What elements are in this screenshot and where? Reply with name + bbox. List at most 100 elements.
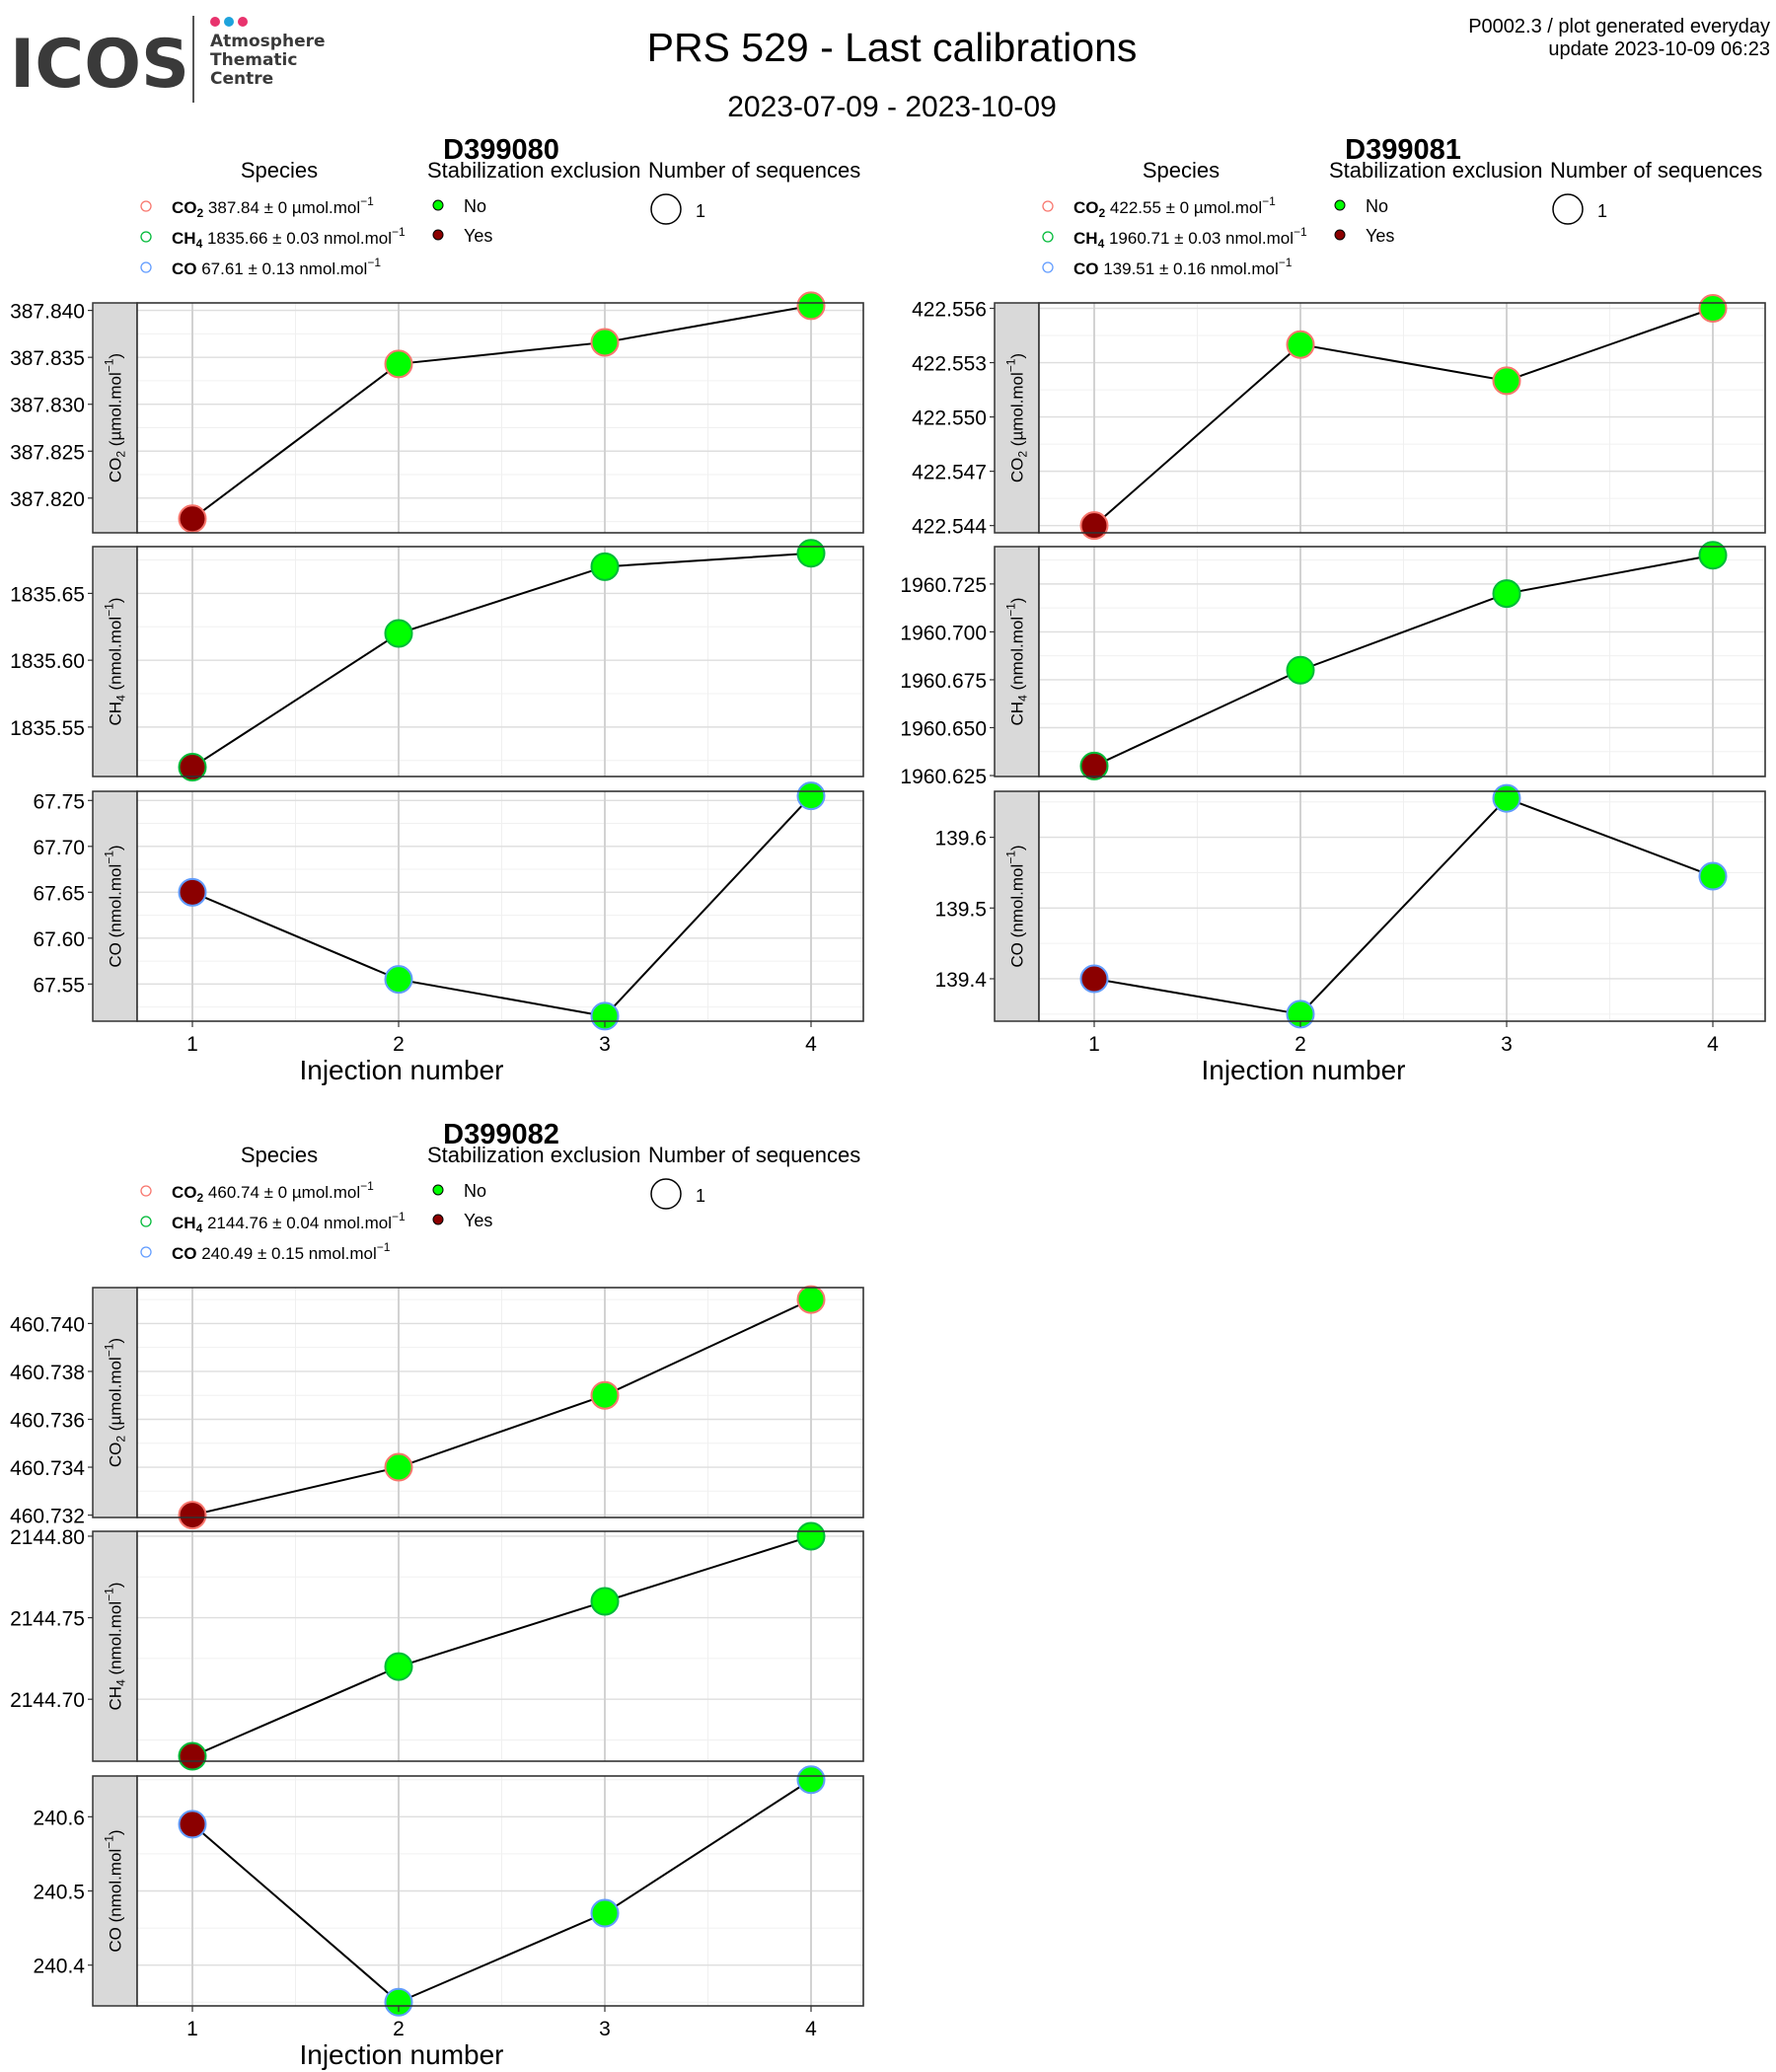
tank-title: D399080 [443, 134, 559, 166]
strip-subscript: 4 [114, 695, 128, 702]
legend-key-no [1334, 199, 1346, 211]
strip-subscript: 2 [114, 1436, 128, 1443]
strip-close: ) [1008, 353, 1027, 359]
species-summary: 387.84 ± 0 µmol.mol [203, 198, 360, 217]
y-tick-label: 460.738 [10, 1362, 85, 1384]
legend-stabilization-title: Stabilization exclusion [427, 1143, 640, 1167]
legend-label-co2: CO2 422.55 ± 0 µmol.mol−1 [1073, 194, 1276, 220]
species-name: CO [1073, 198, 1099, 217]
facet-ch4: CH4 (nmol.mol−1) 1960.625 1960.650 1960.675… [900, 541, 1766, 788]
logo-dot-3 [238, 17, 248, 27]
x-tick-label: 4 [805, 2018, 817, 2040]
logo-wordmark: ICOS [10, 26, 189, 104]
species-name: CO [172, 1244, 197, 1263]
strip-species: CO [107, 458, 125, 483]
species-summary: 2144.76 ± 0.04 nmol.mol [202, 1214, 392, 1232]
strip-unit: (nmol.mol [1008, 617, 1027, 695]
data-point [178, 1810, 207, 1839]
data-point [796, 539, 826, 568]
data-point [178, 504, 207, 534]
species-name: CH [172, 229, 196, 248]
legend-key-yes [432, 1214, 444, 1225]
legend-key-co [140, 261, 152, 273]
x-tick-label: 1 [1088, 1033, 1100, 1056]
species-subscript: 2 [197, 1191, 204, 1205]
species-subscript: 4 [1098, 237, 1105, 251]
x-tick-label: 3 [599, 2018, 611, 2040]
series-line [1093, 554, 1714, 768]
legend-key-co2 [1042, 200, 1054, 212]
strip-close: ) [107, 353, 125, 359]
tank-panel-D399082: D399082 Species Stabilization exclusion Num… [10, 1119, 864, 2070]
legend-species-title: Species [241, 158, 318, 183]
facet-strip-label: CO2 (µmol.mol−1) [1004, 353, 1030, 482]
x-tick-label: 4 [805, 1033, 817, 1056]
y-tick-label: 67.70 [33, 837, 85, 859]
x-tick-label: 1 [186, 1033, 198, 1056]
data-point [178, 753, 207, 782]
legend-label-no: No [464, 1181, 486, 1201]
facet-strip-label: CO (nmol.mol−1) [1004, 845, 1027, 967]
series-line [1093, 797, 1714, 1015]
strip-exponent: −1 [103, 1835, 116, 1849]
y-tick-label: 387.830 [10, 395, 85, 417]
species-summary: 422.55 ± 0 µmol.mol [1105, 198, 1262, 217]
x-tick-label: 3 [599, 1033, 611, 1056]
data-point [384, 619, 413, 648]
series-line [191, 1778, 812, 2004]
y-tick-label: 67.55 [33, 974, 85, 997]
legend-label-yes: Yes [464, 1211, 492, 1230]
unit-exponent: −1 [367, 256, 381, 269]
strip-species: CO [1008, 458, 1027, 483]
data-point [1698, 861, 1728, 891]
strip-species: CH [1008, 702, 1027, 726]
series-line [191, 794, 812, 1017]
strip-close: ) [107, 1829, 125, 1835]
species-subscript: 2 [197, 206, 204, 220]
legend-species-title: Species [1143, 158, 1220, 183]
legend-label-sequences: 1 [696, 201, 705, 221]
y-tick-label: 67.60 [33, 928, 85, 951]
facet-co2: CO2 (µmol.mol−1) 387.820 387.825 387.830 387… [10, 291, 864, 534]
facet-panel [137, 791, 863, 1021]
strip-unit: (µmol.mol [107, 372, 125, 451]
legend-key-sequences [1552, 193, 1584, 225]
date-range: 2023-07-09 - 2023-10-09 [727, 91, 1057, 123]
strip-unit: (nmol.mol [107, 864, 125, 942]
unit-exponent: −1 [1279, 256, 1293, 269]
facet-co: CO (nmol.mol−1) 240.4 240.5 240.6 [33, 1765, 864, 2017]
y-tick-label: 139.4 [934, 969, 987, 992]
legend-label-no: No [1366, 196, 1388, 216]
legend-key-no [432, 199, 444, 211]
legend-label-yes: Yes [464, 226, 492, 246]
facet-strip [994, 546, 1040, 777]
y-tick-label: 460.740 [10, 1313, 85, 1336]
y-tick-label: 1960.625 [900, 766, 987, 788]
strip-close: ) [107, 1338, 125, 1344]
y-tick-label: 387.825 [10, 441, 85, 464]
x-axis-label: Injection number [299, 1055, 503, 1085]
strip-unit: (nmol.mol [1008, 864, 1027, 942]
facet-border [136, 790, 864, 1022]
legend-label-sequences: 1 [696, 1186, 705, 1206]
logo-subtitle-line-3: Centre [210, 69, 273, 89]
x-tick-label: 2 [1295, 1033, 1306, 1056]
y-tick-label: 2144.70 [10, 1689, 85, 1712]
facet-strip-label: CH4 (nmol.mol−1) [1004, 598, 1030, 726]
strip-exponent: −1 [103, 1343, 116, 1357]
strip-close: ) [107, 598, 125, 604]
data-point [796, 291, 826, 321]
y-tick-label: 1960.700 [900, 622, 987, 644]
facet-strip [92, 1530, 138, 1762]
facet-co2: CO2 (µmol.mol−1) 422.544 422.547 422.550 422… [912, 294, 1766, 541]
legend-key-sequences [650, 193, 682, 225]
legend-key-co [140, 1246, 152, 1258]
strip-species: CO [1008, 942, 1027, 968]
strip-exponent: −1 [103, 603, 116, 617]
x-tick-label: 1 [186, 2018, 198, 2040]
facet-border [1038, 790, 1766, 1022]
strip-subscript: 4 [1016, 695, 1030, 702]
data-point [178, 1741, 207, 1771]
data-point [384, 965, 413, 995]
data-point [796, 1521, 826, 1551]
